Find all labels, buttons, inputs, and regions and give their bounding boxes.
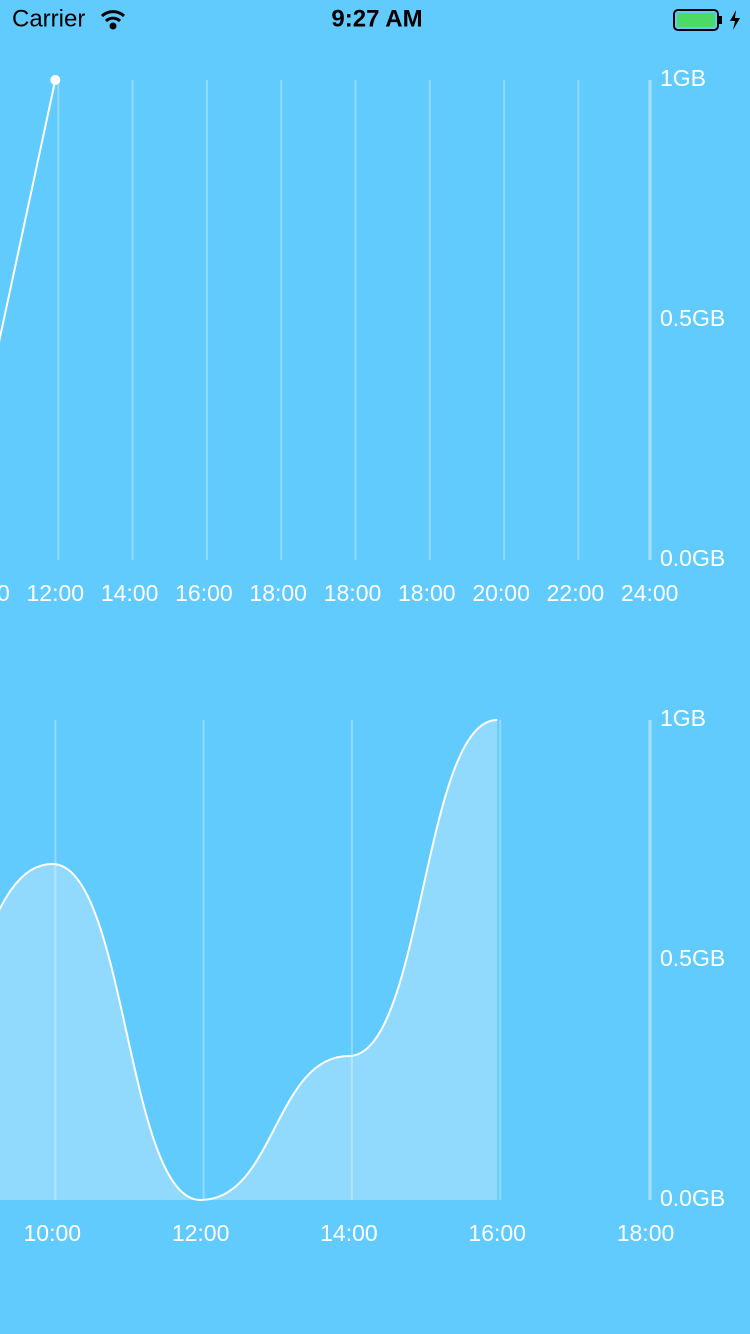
y-tick-label: 0.0GB [660,545,725,571]
clock: 9:27 AM [331,5,422,32]
y-tick-label: 0.0GB [660,1185,725,1211]
data-line [0,79,57,342]
battery-icon [673,9,740,31]
x-tick-label: 10:00 [0,580,10,606]
x-tick-label: 12:00 [172,1220,230,1246]
x-tick-label: 12:00 [27,580,85,606]
carrier: Carrier [12,5,85,32]
x-tick-label: 14:00 [320,1220,378,1246]
x-tick-label: 20:00 [472,580,530,606]
x-tick-label: 22:00 [547,580,605,606]
x-tick-label: 24:00 [621,580,679,606]
y-tick-label: 0.5GB [660,305,725,331]
x-tick-label: 18:00 [324,580,382,606]
y-tick-label: 1GB [660,65,706,91]
x-tick-label: 18:00 [398,580,456,606]
data-area [0,720,498,1200]
x-tick-label: 16:00 [468,1220,526,1246]
y-tick-label: 1GB [660,705,706,731]
x-tick-label: 14:00 [101,580,159,606]
x-tick-label: 10:00 [24,1220,82,1246]
x-tick-label: 18:00 [617,1220,675,1246]
data-line [0,719,498,1202]
x-tick-label: 18:00 [249,580,307,606]
wifi-icon [100,10,126,30]
y-tick-label: 0.5GB [660,945,725,971]
x-tick-label: 16:00 [175,580,233,606]
data-point [50,75,61,85]
